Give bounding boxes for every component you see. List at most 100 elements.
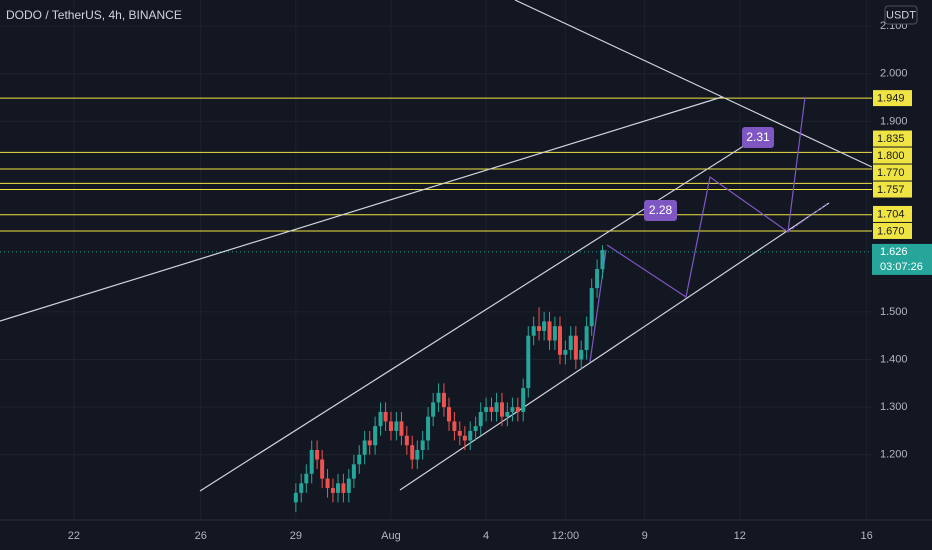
candle-body <box>568 335 573 350</box>
candle-body <box>452 421 457 431</box>
currency-label[interactable]: USDT <box>886 9 916 21</box>
candle-body <box>330 488 335 493</box>
candle-body <box>320 459 325 479</box>
candle-body <box>563 350 568 355</box>
x-tick-label: 16 <box>860 530 872 542</box>
price-level-tag <box>873 222 912 239</box>
candle-body <box>304 473 309 484</box>
candle-body <box>426 416 431 441</box>
candle-body <box>373 426 378 446</box>
x-tick-label: 26 <box>195 530 207 542</box>
candle-body <box>489 407 494 412</box>
price-level-label: 1.835 <box>877 133 905 145</box>
projection-path <box>787 202 829 233</box>
candle-body <box>447 407 452 422</box>
annotation-text: 2.31 <box>746 130 770 144</box>
candle-body <box>399 421 404 436</box>
annotation-box <box>742 127 774 148</box>
price-level-tag <box>873 164 912 181</box>
annotation: 2.28 <box>644 200 677 221</box>
y-tick-label: 1.900 <box>880 115 908 127</box>
candle-body <box>526 335 531 389</box>
candle-body <box>547 321 552 341</box>
y-tick-label: 1.200 <box>880 449 908 461</box>
annotation-text: 2.28 <box>649 203 673 217</box>
candle-body <box>552 326 557 341</box>
price-level-tag <box>873 90 912 107</box>
annotation: 2.31 <box>742 127 774 148</box>
projection-path <box>606 96 806 298</box>
currency-button-frame[interactable] <box>884 5 918 25</box>
candle-body <box>515 407 520 412</box>
candle-body <box>394 421 399 431</box>
candle-body <box>505 411 510 417</box>
grid <box>0 0 872 520</box>
candle-body <box>462 435 467 441</box>
trend-line <box>0 96 723 322</box>
candle-body <box>589 288 594 327</box>
candle-body <box>584 326 589 350</box>
candle-body <box>457 430 462 436</box>
x-tick-label: 29 <box>290 530 302 542</box>
candle-body <box>351 464 356 479</box>
candle-body <box>531 326 536 336</box>
price-levels <box>0 97 872 232</box>
candle-body <box>478 411 483 427</box>
candle-body <box>357 454 362 465</box>
candle-body <box>521 388 526 412</box>
candle-body <box>362 440 367 455</box>
annotation-box <box>644 200 677 221</box>
candle-body <box>367 440 372 446</box>
candle-body <box>468 430 473 441</box>
candle-body <box>573 335 578 360</box>
x-tick-label: 22 <box>68 530 80 542</box>
y-tick-label: 1.300 <box>880 401 908 413</box>
candle-body <box>378 411 383 427</box>
countdown-label: 03:07:26 <box>880 261 923 273</box>
candle-body <box>600 250 605 270</box>
candle-body <box>542 321 547 331</box>
x-tick-label: 12 <box>734 530 746 542</box>
x-tick-label: Aug <box>381 530 401 542</box>
price-level-label: 1.670 <box>877 225 905 237</box>
currency-button[interactable]: USDT <box>884 5 918 25</box>
price-level-tag <box>873 205 912 222</box>
candle-body <box>346 478 351 493</box>
candle-body <box>410 445 415 460</box>
trend-line <box>514 0 873 168</box>
price-level-label: 1.704 <box>877 208 905 220</box>
candle-body <box>441 392 446 408</box>
price-level-label: 1.757 <box>877 184 905 196</box>
y-tick-label: 1.500 <box>880 306 908 318</box>
candle-body <box>557 326 562 355</box>
candle-body <box>579 350 584 360</box>
y-tick-label: 1.400 <box>880 353 908 365</box>
candle-body <box>499 402 504 417</box>
candle-body <box>510 407 515 412</box>
candle-body <box>336 483 341 493</box>
x-tick-label: 12:00 <box>552 530 580 542</box>
candle-body <box>595 269 600 289</box>
candle-body <box>436 392 441 403</box>
x-tick-label: 4 <box>483 530 489 542</box>
chart-title: DODO / TetherUS, 4h, BINANCE <box>6 8 182 22</box>
price-level-label: 1.770 <box>877 167 905 179</box>
channel-lower <box>399 202 830 491</box>
candle-body <box>537 326 542 331</box>
price-level-tag <box>873 181 912 198</box>
drawings <box>0 0 873 492</box>
candle-body <box>315 450 320 460</box>
candle-body <box>309 450 314 474</box>
price-level-label: 1.949 <box>877 93 905 105</box>
candle-body <box>388 421 393 431</box>
candles <box>293 245 605 512</box>
candle-body <box>325 478 330 489</box>
last-price-label: 1.626 <box>880 246 908 258</box>
price-level-tag <box>873 147 912 164</box>
price-level-tag <box>873 130 912 147</box>
price-level-label: 1.800 <box>877 150 905 162</box>
candle-body <box>420 440 425 450</box>
